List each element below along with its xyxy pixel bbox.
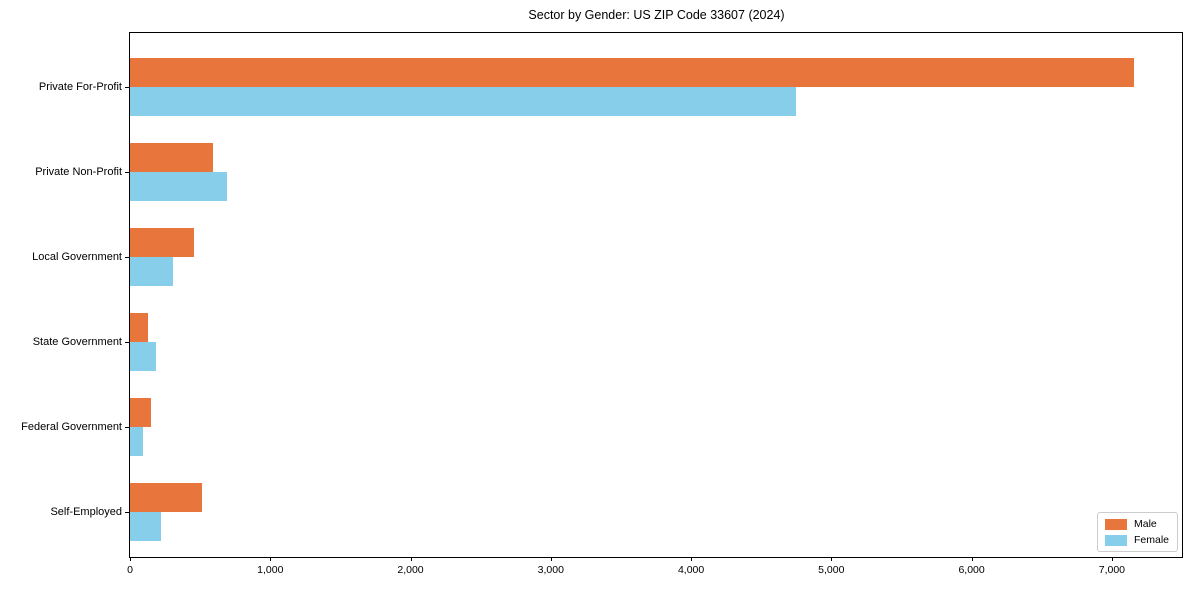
legend-label-male: Male: [1133, 518, 1157, 530]
x-axis-label-0: 0: [127, 564, 133, 576]
legend-swatch-female: [1104, 534, 1127, 546]
y-axis-label-local-government: Local Government: [32, 251, 122, 263]
x-axis-label-6000: 6,000: [958, 564, 985, 576]
x-axis-tick-3000: [550, 557, 552, 561]
x-axis-tick-5000: [831, 557, 833, 561]
y-axis-label-private-non-profit: Private Non-Profit: [35, 166, 122, 178]
bar-male-state-government: [130, 313, 148, 342]
bar-male-private-for-profit: [130, 58, 1135, 87]
y-axis-tick-private-for-profit: [125, 86, 129, 88]
y-axis-tick-private-non-profit: [125, 171, 129, 173]
bar-male-local-government: [130, 228, 194, 257]
legend-entry-female: Female: [1104, 534, 1169, 546]
legend-swatch-male: [1104, 518, 1127, 530]
y-axis-label-private-for-profit: Private For-Profit: [38, 81, 122, 93]
legend: Male Female: [1096, 512, 1178, 552]
bar-female-state-government: [130, 342, 156, 371]
y-axis-label-federal-government: Federal Government: [21, 421, 122, 433]
y-axis-tick-local-government: [125, 256, 129, 258]
legend-label-female: Female: [1133, 534, 1169, 546]
x-axis-tick-7000: [1111, 557, 1113, 561]
y-axis-tick-federal-government: [125, 426, 129, 428]
x-axis-label-2000: 2,000: [397, 564, 424, 576]
bar-female-local-government: [130, 257, 173, 286]
bar-male-private-non-profit: [130, 143, 213, 172]
x-axis-tick-6000: [971, 557, 973, 561]
x-axis-tick-0: [130, 557, 131, 561]
plot-area: Private For-Profit Private Non-Profit Loca…: [21, 32, 1183, 576]
y-axis-tick-state-government: [125, 341, 129, 343]
x-axis-label-7000: 7,000: [1098, 564, 1126, 576]
x-axis-label-3000: 3,000: [537, 564, 564, 576]
bar-female-private-for-profit: [130, 87, 797, 116]
chart-title: Sector by Gender: US ZIP Code 33607 (202…: [528, 8, 785, 22]
y-axis-tick-self-employed: [125, 511, 129, 513]
x-axis-tick-4000: [691, 557, 693, 561]
bar-female-private-non-profit: [130, 172, 227, 201]
bar-male-self-employed: [130, 483, 202, 512]
y-axis-label-state-government: State Government: [32, 336, 122, 348]
legend-entry-male: Male: [1104, 518, 1169, 530]
bar-female-federal-government: [130, 427, 143, 456]
x-axis-label-5000: 5,000: [818, 564, 845, 576]
x-axis-tick-1000: [270, 557, 272, 561]
bar-female-self-employed: [130, 512, 161, 541]
bar-male-federal-government: [130, 398, 151, 427]
x-axis-tick-2000: [410, 557, 412, 561]
y-axis-label-self-employed: Self-Employed: [50, 506, 122, 518]
x-axis-label-4000: 4,000: [677, 564, 705, 576]
x-axis-label-1000: 1,000: [257, 564, 284, 576]
